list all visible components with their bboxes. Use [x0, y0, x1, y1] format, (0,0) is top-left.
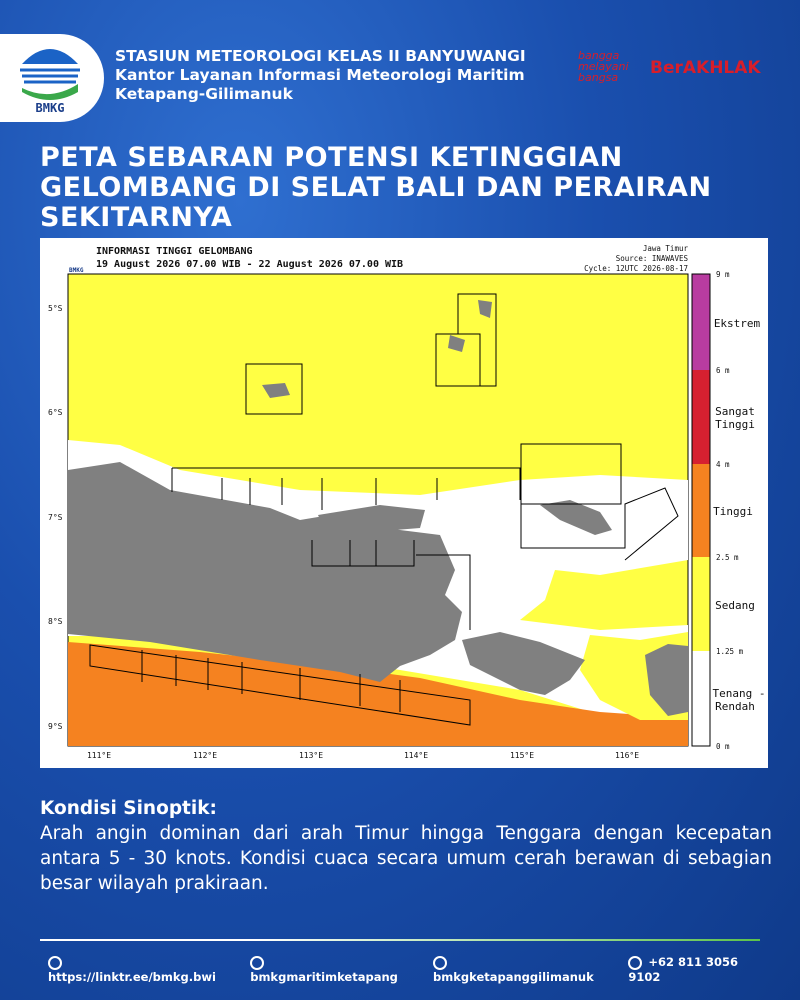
lat-labels: 5°S 6°S 7°S 8°S 9°S — [48, 304, 63, 731]
lon-label: 113°E — [299, 751, 323, 760]
map-panel: INFORMASI TINGGI GELOMBANG 19 August 202… — [40, 238, 768, 768]
scale-label: 0 m — [716, 742, 730, 751]
map-logo-text: BMKG — [69, 267, 84, 274]
lat-label: 8°S — [48, 617, 63, 626]
badge-line: bangga — [578, 49, 620, 62]
madura-island — [318, 505, 425, 532]
page-title: PETA SEBARAN POTENSI KETINGGIAN GELOMBAN… — [40, 143, 712, 233]
footer: https://linktr.ee/bmkg.bwi bmkgmaritimke… — [48, 955, 768, 984]
scale-label: 1.25 m — [716, 647, 744, 656]
link-text: +62 811 3056 9102 — [628, 955, 738, 984]
footer-tiktok[interactable]: bmkgmaritimketapang — [250, 955, 411, 984]
footer-rule — [40, 939, 760, 941]
colorbar — [691, 273, 711, 747]
lon-labels: 111°E 112°E 113°E 114°E 115°E 116°E — [87, 751, 639, 760]
category-label: Tinggi — [715, 418, 755, 431]
high-zone — [68, 642, 688, 746]
lon-label: 112°E — [193, 751, 217, 760]
category-labels: Ekstrem Sangat Tinggi Tinggi Sedang Tena… — [713, 317, 766, 713]
scale-label: 4 m — [716, 460, 730, 469]
link-text: https://linktr.ee/bmkg.bwi — [48, 969, 216, 984]
map-region: Jawa Timur — [643, 244, 689, 253]
header-line: STASIUN METEOROLOGI KELAS II BANYUWANGI — [115, 47, 526, 65]
category-label: Sedang — [715, 599, 755, 612]
logo-tab: BMKG — [0, 34, 104, 122]
footer-phone[interactable]: +62 811 3056 9102 — [628, 955, 768, 984]
forecast-zones — [89, 293, 679, 726]
lon-label: 116°E — [615, 751, 639, 760]
map-heading: INFORMASI TINGGI GELOMBANG — [96, 246, 253, 257]
badge-berakhlak: BerAKHLAK — [650, 58, 761, 78]
footer-link[interactable]: https://linktr.ee/bmkg.bwi — [48, 955, 228, 984]
small-islands — [262, 300, 492, 398]
title-line: PETA SEBARAN POTENSI KETINGGIAN — [40, 142, 623, 173]
category-label: Tinggi — [713, 505, 753, 518]
link-text: bmkgmaritimketapang — [250, 969, 398, 984]
category-label: Rendah — [715, 700, 755, 713]
lon-label: 115°E — [510, 751, 534, 760]
title-line: SEKITARNYA — [40, 202, 233, 233]
wave-map: INFORMASI TINGGI GELOMBANG 19 August 202… — [48, 244, 765, 760]
lombok-island — [645, 644, 688, 716]
category-label: Tenang - — [713, 687, 766, 700]
map-source: Source: INAWAVES — [616, 254, 689, 263]
bali-island — [462, 632, 585, 695]
station-header: STASIUN METEOROLOGI KELAS II BANYUWANGI … — [115, 47, 526, 104]
logo-text: BMKG — [36, 101, 65, 115]
map-cycle: Cycle: 12UTC 2026-08-17 — [584, 264, 688, 273]
title-line: GELOMBANG DI SELAT BALI DAN PERAIRAN — [40, 172, 712, 203]
synoptic: Kondisi Sinoptik: Arah angin dominan dar… — [40, 796, 772, 896]
map-area: 5°S 6°S 7°S 8°S 9°S 111°E 112°E 113°E 11… — [48, 270, 765, 760]
lat-label: 6°S — [48, 408, 63, 417]
synoptic-heading: Kondisi Sinoptik: — [40, 798, 217, 819]
scale-labels: 9 m 6 m 4 m 2.5 m 1.25 m 0 m — [716, 270, 744, 751]
kangean-island — [540, 500, 612, 535]
synoptic-text: Arah angin dominan dari arah Timur hingg… — [40, 823, 772, 894]
scale-label: 9 m — [716, 270, 730, 279]
category-label: Sangat — [715, 405, 755, 418]
lat-label: 7°S — [48, 513, 63, 522]
java-island — [68, 462, 462, 682]
link-text: bmkgketapanggilimanuk — [433, 969, 594, 984]
category-label: Ekstrem — [714, 317, 761, 330]
lat-label: 9°S — [48, 722, 63, 731]
scale-label: 6 m — [716, 366, 730, 375]
map-period: 19 August 2026 07.00 WIB - 22 August 202… — [96, 259, 403, 270]
scale-label: 2.5 m — [716, 553, 739, 562]
bmkg-logo: BMKG — [20, 49, 80, 115]
badge-line: bangsa — [578, 71, 619, 84]
lon-label: 111°E — [87, 751, 111, 760]
header-line: Kantor Layanan Informasi Meteorologi Mar… — [115, 66, 525, 84]
lat-label: 5°S — [48, 304, 63, 313]
footer-instagram[interactable]: bmkgketapanggilimanuk — [433, 955, 606, 984]
lon-label: 114°E — [404, 751, 428, 760]
header-line: Ketapang-Gilimanuk — [115, 85, 293, 103]
badge-line: melayani — [578, 60, 629, 73]
badge-bangga: bangga melayani bangsa — [556, 50, 636, 83]
